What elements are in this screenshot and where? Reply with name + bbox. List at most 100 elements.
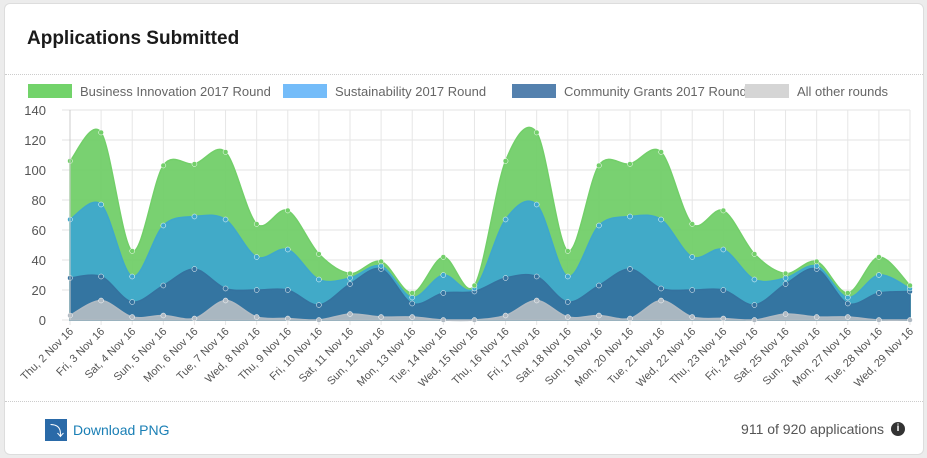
data-point[interactable] (316, 251, 322, 257)
data-point[interactable] (596, 282, 602, 289)
data-point[interactable] (409, 290, 415, 296)
data-point[interactable] (129, 299, 135, 305)
data-point[interactable] (471, 282, 478, 289)
data-point[interactable] (440, 317, 447, 323)
data-point[interactable] (378, 314, 384, 320)
data-point[interactable] (751, 251, 758, 257)
data-point[interactable] (285, 246, 291, 253)
data-point[interactable] (782, 311, 789, 317)
data-point[interactable] (533, 297, 540, 304)
data-point[interactable] (876, 290, 882, 296)
legend-label[interactable]: Community Grants 2017 Round (564, 84, 747, 99)
data-point[interactable] (440, 254, 447, 260)
legend-label[interactable]: All other rounds (797, 84, 889, 99)
data-point[interactable] (627, 213, 633, 220)
data-point[interactable] (720, 246, 727, 253)
data-point[interactable] (720, 287, 727, 293)
data-point[interactable] (253, 254, 260, 260)
data-point[interactable] (191, 161, 198, 167)
data-point[interactable] (191, 266, 198, 272)
data-point[interactable] (565, 248, 571, 254)
data-point[interactable] (347, 270, 353, 277)
data-point[interactable] (845, 290, 851, 296)
data-point[interactable] (191, 315, 198, 322)
data-point[interactable] (876, 317, 882, 323)
legend-swatch[interactable] (745, 84, 789, 98)
data-point[interactable] (129, 314, 135, 320)
data-point[interactable] (222, 216, 229, 223)
data-point[interactable] (160, 282, 167, 289)
data-point[interactable] (627, 266, 633, 272)
data-point[interactable] (658, 297, 664, 304)
data-point[interactable] (720, 207, 727, 214)
data-point[interactable] (222, 285, 229, 292)
data-point[interactable] (689, 254, 695, 260)
data-point[interactable] (533, 201, 540, 208)
data-point[interactable] (98, 273, 104, 280)
data-point[interactable] (471, 317, 478, 323)
data-point[interactable] (782, 270, 789, 277)
data-point[interactable] (845, 300, 851, 307)
data-point[interactable] (440, 290, 447, 296)
data-point[interactable] (658, 149, 664, 155)
data-point[interactable] (222, 297, 229, 304)
data-point[interactable] (751, 317, 758, 323)
data-point[interactable] (813, 314, 820, 320)
data-point[interactable] (316, 317, 322, 323)
data-point[interactable] (502, 158, 509, 164)
data-point[interactable] (565, 299, 571, 305)
data-point[interactable] (160, 312, 167, 319)
data-point[interactable] (876, 272, 882, 278)
data-point[interactable] (129, 273, 135, 280)
data-point[interactable] (845, 314, 851, 320)
data-point[interactable] (907, 317, 913, 323)
data-point[interactable] (98, 129, 104, 136)
data-point[interactable] (191, 213, 198, 220)
data-point[interactable] (658, 285, 664, 292)
data-point[interactable] (160, 162, 167, 169)
data-point[interactable] (378, 258, 384, 265)
data-point[interactable] (253, 221, 260, 227)
data-point[interactable] (502, 312, 509, 319)
data-point[interactable] (409, 300, 415, 307)
data-point[interactable] (285, 287, 291, 293)
data-point[interactable] (98, 201, 104, 208)
data-point[interactable] (98, 297, 104, 304)
data-point[interactable] (440, 272, 447, 278)
data-point[interactable] (160, 222, 167, 229)
data-point[interactable] (751, 302, 758, 308)
data-point[interactable] (813, 258, 820, 265)
data-point[interactable] (565, 314, 571, 320)
data-point[interactable] (689, 221, 695, 227)
data-point[interactable] (907, 282, 913, 289)
data-point[interactable] (720, 315, 727, 322)
data-point[interactable] (689, 287, 695, 293)
data-point[interactable] (347, 281, 353, 287)
data-point[interactable] (627, 315, 633, 322)
data-point[interactable] (502, 275, 509, 281)
data-point[interactable] (222, 149, 229, 155)
data-point[interactable] (782, 281, 789, 287)
data-point[interactable] (533, 273, 540, 280)
data-point[interactable] (533, 129, 540, 136)
data-point[interactable] (347, 311, 353, 317)
data-point[interactable] (627, 161, 633, 167)
data-point[interactable] (285, 207, 291, 214)
legend-swatch[interactable] (283, 84, 327, 98)
data-point[interactable] (596, 162, 602, 169)
legend-swatch[interactable] (28, 84, 72, 98)
data-point[interactable] (502, 216, 509, 223)
data-point[interactable] (658, 216, 664, 223)
data-point[interactable] (596, 312, 602, 319)
data-point[interactable] (316, 302, 322, 308)
data-point[interactable] (876, 254, 882, 260)
data-point[interactable] (409, 314, 415, 320)
data-point[interactable] (285, 315, 291, 322)
legend-label[interactable]: Business Innovation 2017 Round (80, 84, 271, 99)
data-point[interactable] (565, 273, 571, 280)
data-point[interactable] (253, 314, 260, 320)
data-point[interactable] (689, 314, 695, 320)
info-icon[interactable]: i (891, 422, 905, 436)
data-point[interactable] (253, 287, 260, 293)
data-point[interactable] (316, 276, 322, 283)
